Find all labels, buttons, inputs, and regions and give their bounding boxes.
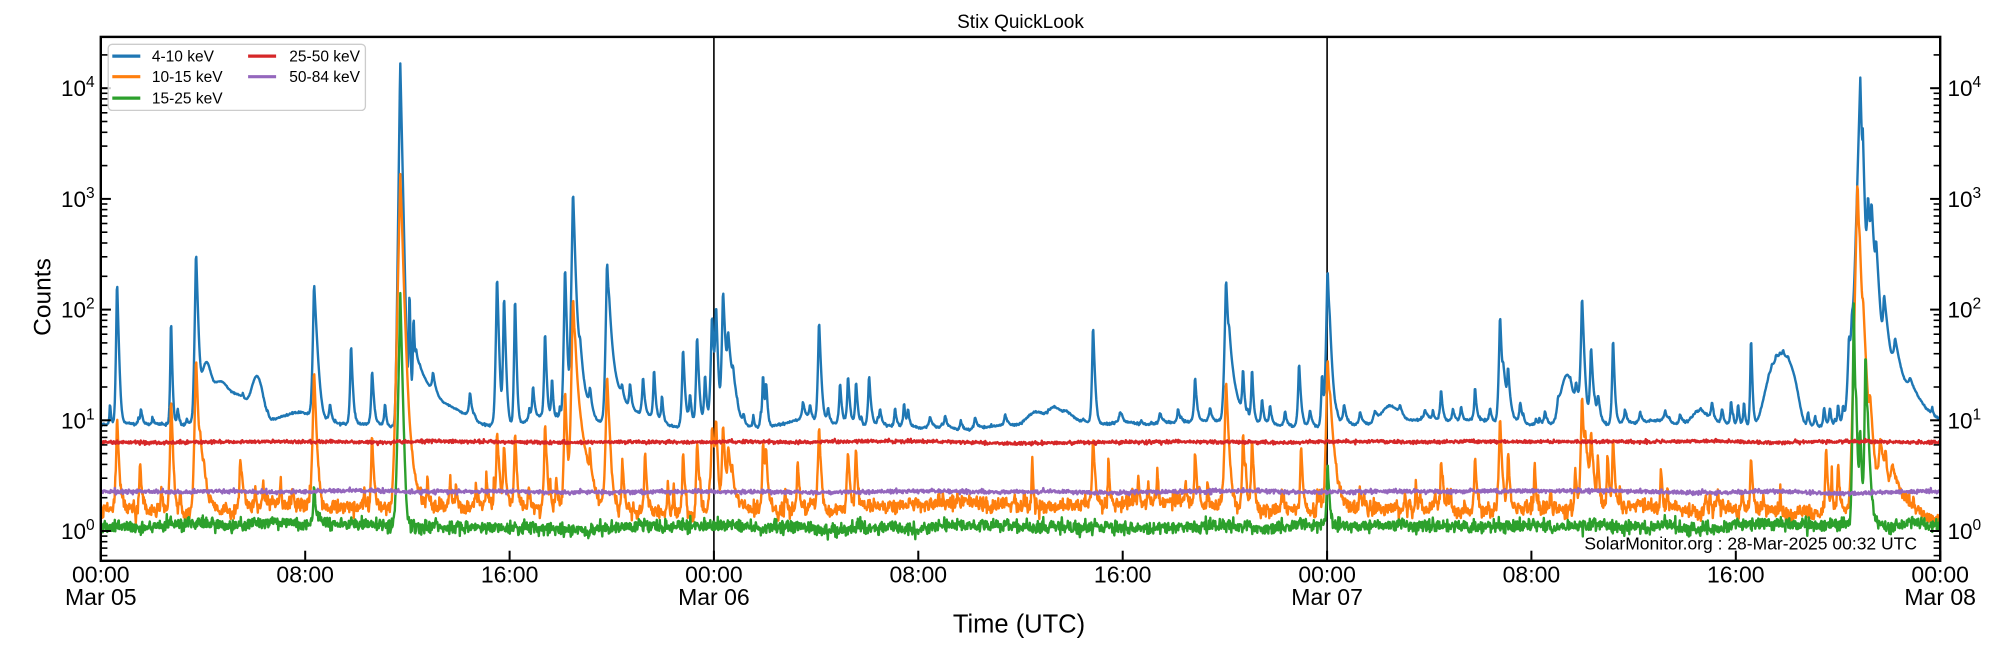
- svg-text:10-15 keV: 10-15 keV: [152, 69, 223, 86]
- svg-text:SolarMonitor.org : 28-Mar-2025: SolarMonitor.org : 28-Mar-2025 00:32 UTC: [1584, 534, 1917, 554]
- svg-text:00:00: 00:00: [1911, 562, 1969, 588]
- svg-text:102: 102: [61, 296, 95, 323]
- svg-text:00:00: 00:00: [72, 562, 130, 588]
- svg-text:Mar 07: Mar 07: [1291, 584, 1363, 610]
- svg-text:16:00: 16:00: [1094, 562, 1152, 588]
- svg-text:Stix QuickLook: Stix QuickLook: [957, 12, 1084, 33]
- svg-text:08:00: 08:00: [890, 562, 948, 588]
- svg-text:08:00: 08:00: [276, 562, 334, 588]
- svg-text:Counts: Counts: [30, 258, 57, 336]
- svg-text:4-10 keV: 4-10 keV: [152, 49, 215, 66]
- svg-text:00:00: 00:00: [1298, 562, 1356, 588]
- svg-text:25-50 keV: 25-50 keV: [289, 49, 360, 66]
- svg-text:15-25 keV: 15-25 keV: [152, 91, 223, 108]
- svg-text:Mar 08: Mar 08: [1904, 584, 1976, 610]
- svg-text:16:00: 16:00: [481, 562, 539, 588]
- svg-text:00:00: 00:00: [685, 562, 743, 588]
- svg-text:Mar 06: Mar 06: [678, 584, 750, 610]
- svg-text:50-84 keV: 50-84 keV: [289, 69, 360, 86]
- svg-text:08:00: 08:00: [1503, 562, 1561, 588]
- svg-text:16:00: 16:00: [1707, 562, 1765, 588]
- svg-text:Time (UTC): Time (UTC): [953, 611, 1085, 639]
- svg-text:Mar 05: Mar 05: [65, 584, 137, 610]
